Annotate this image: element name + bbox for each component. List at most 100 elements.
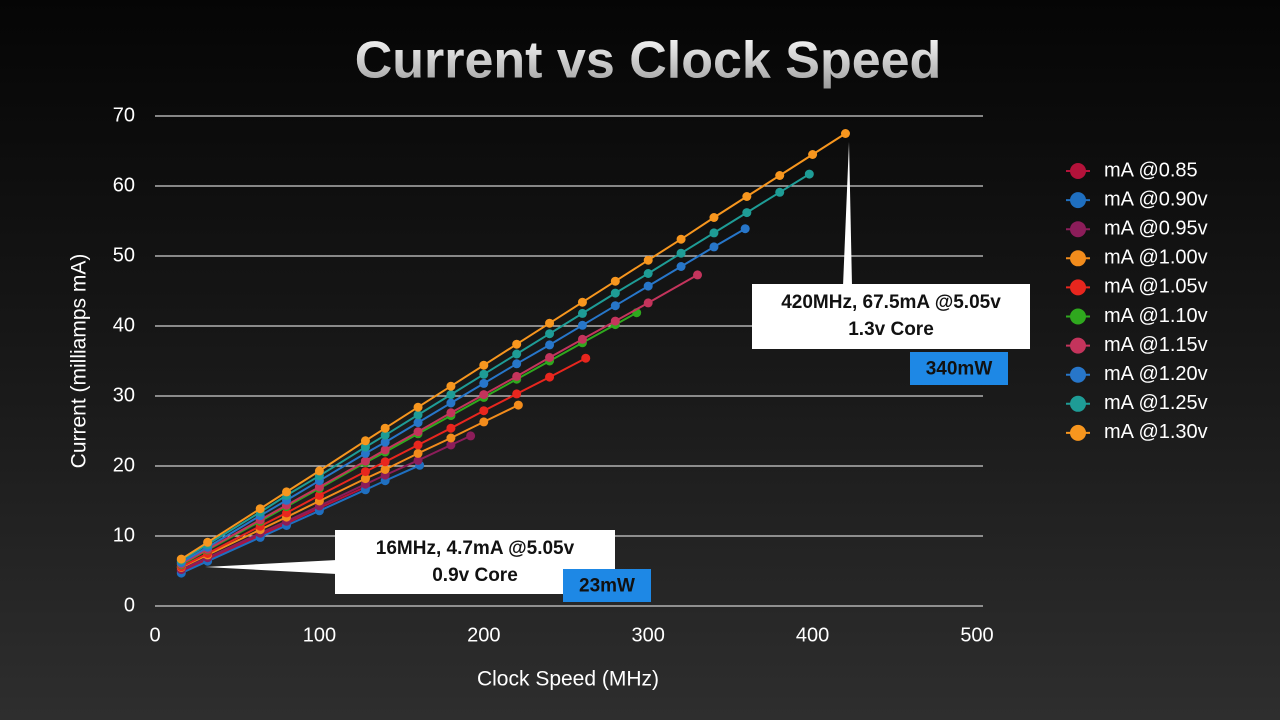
callout-text: 16MHz, 4.7mA @5.05v [376, 538, 575, 559]
data-point [676, 262, 686, 271]
legend-marker [1070, 163, 1086, 179]
data-point [466, 431, 476, 441]
data-point [380, 457, 390, 467]
data-point [709, 213, 719, 222]
legend-marker [1070, 424, 1086, 441]
callout-pointer [205, 560, 337, 574]
data-point [479, 390, 489, 400]
data-point [610, 301, 620, 311]
data-point [380, 430, 390, 440]
x-axis-label: Clock Speed (MHz) [477, 668, 659, 691]
data-point [360, 467, 370, 477]
data-point [545, 340, 555, 350]
data-point [512, 371, 522, 381]
data-point [413, 448, 423, 458]
callout-text: 1.3v Core [848, 319, 934, 340]
data-point [314, 466, 324, 476]
x-tick-label: 200 [467, 624, 500, 646]
legend-label: mA @1.15v [1104, 334, 1208, 356]
y-tick-label: 50 [113, 244, 135, 266]
data-point [643, 255, 653, 265]
data-point [413, 455, 423, 465]
data-point [446, 390, 456, 400]
data-point [577, 297, 587, 307]
legend-marker [1070, 221, 1086, 238]
data-point [176, 554, 186, 564]
series-line [180, 173, 810, 562]
legend-label: mA @1.10v [1104, 305, 1208, 327]
callout-text: 420MHz, 67.5mA @5.05v [781, 292, 1001, 313]
data-point [775, 171, 785, 180]
data-point [545, 372, 555, 382]
data-point [282, 508, 292, 518]
data-point [479, 406, 489, 416]
series-line [180, 434, 472, 571]
data-point [581, 353, 591, 363]
y-tick-label: 10 [113, 524, 135, 546]
data-point [380, 423, 390, 433]
data-point [446, 433, 456, 443]
data-point [742, 192, 752, 201]
callout-pointer [843, 142, 852, 286]
data-point [676, 248, 686, 258]
series-line [180, 274, 698, 565]
data-point [446, 381, 456, 391]
data-point [314, 482, 324, 492]
data-point [577, 334, 587, 344]
data-point [413, 418, 423, 428]
data-point [413, 440, 423, 450]
data-point [446, 423, 456, 433]
data-point [446, 398, 456, 408]
y-tick-label: 40 [113, 314, 135, 336]
legend-label: mA @1.25v [1104, 392, 1208, 414]
legend-label: mA @0.95v [1104, 217, 1208, 239]
data-point [808, 150, 818, 159]
legend-marker [1070, 308, 1086, 325]
data-point [709, 242, 719, 252]
data-point [840, 129, 850, 138]
chart-title: Current vs Clock Speed [355, 32, 942, 90]
callout-box [752, 284, 1030, 349]
data-point [740, 224, 750, 234]
y-tick-label: 70 [113, 104, 135, 126]
y-tick-label: 30 [113, 384, 135, 406]
data-point [577, 308, 587, 318]
power-badge-text: 340mW [926, 359, 993, 380]
data-point [360, 474, 370, 484]
data-point [577, 320, 587, 330]
legend: mA @0.85 mA @0.90v mA @0.95v mA @1.00v mA @1… [1066, 159, 1208, 443]
power-badge-text: 23mW [579, 576, 635, 597]
series-group [176, 129, 850, 578]
data-point [709, 228, 719, 238]
data-point [512, 389, 522, 399]
data-point [512, 339, 522, 349]
legend-label: mA @0.85 [1104, 159, 1198, 181]
y-axis-label: Current (milliamps mA) [68, 254, 91, 469]
legend-marker [1070, 337, 1086, 354]
x-tick-label: 500 [960, 624, 993, 646]
x-tick-label: 300 [632, 624, 665, 646]
legend-marker [1070, 366, 1086, 383]
data-point [513, 400, 523, 410]
y-tick-label: 20 [113, 454, 135, 476]
data-point [479, 360, 489, 370]
data-point [446, 408, 456, 418]
data-point [693, 270, 703, 280]
power-badge [910, 352, 1008, 385]
data-point [545, 353, 555, 362]
data-point [643, 281, 653, 291]
legend-label: mA @1.00v [1104, 247, 1208, 269]
x-tick-label: 400 [796, 624, 829, 646]
data-point [479, 417, 489, 427]
data-point [360, 448, 370, 458]
data-point [413, 427, 423, 437]
data-point [203, 537, 213, 547]
legend-marker [1070, 279, 1086, 296]
data-point [742, 208, 752, 218]
data-point [380, 437, 390, 447]
series-line [180, 227, 746, 564]
data-point [775, 187, 785, 197]
data-point [643, 269, 653, 278]
y-tick-label: 0 [124, 594, 135, 616]
data-point [314, 490, 324, 500]
